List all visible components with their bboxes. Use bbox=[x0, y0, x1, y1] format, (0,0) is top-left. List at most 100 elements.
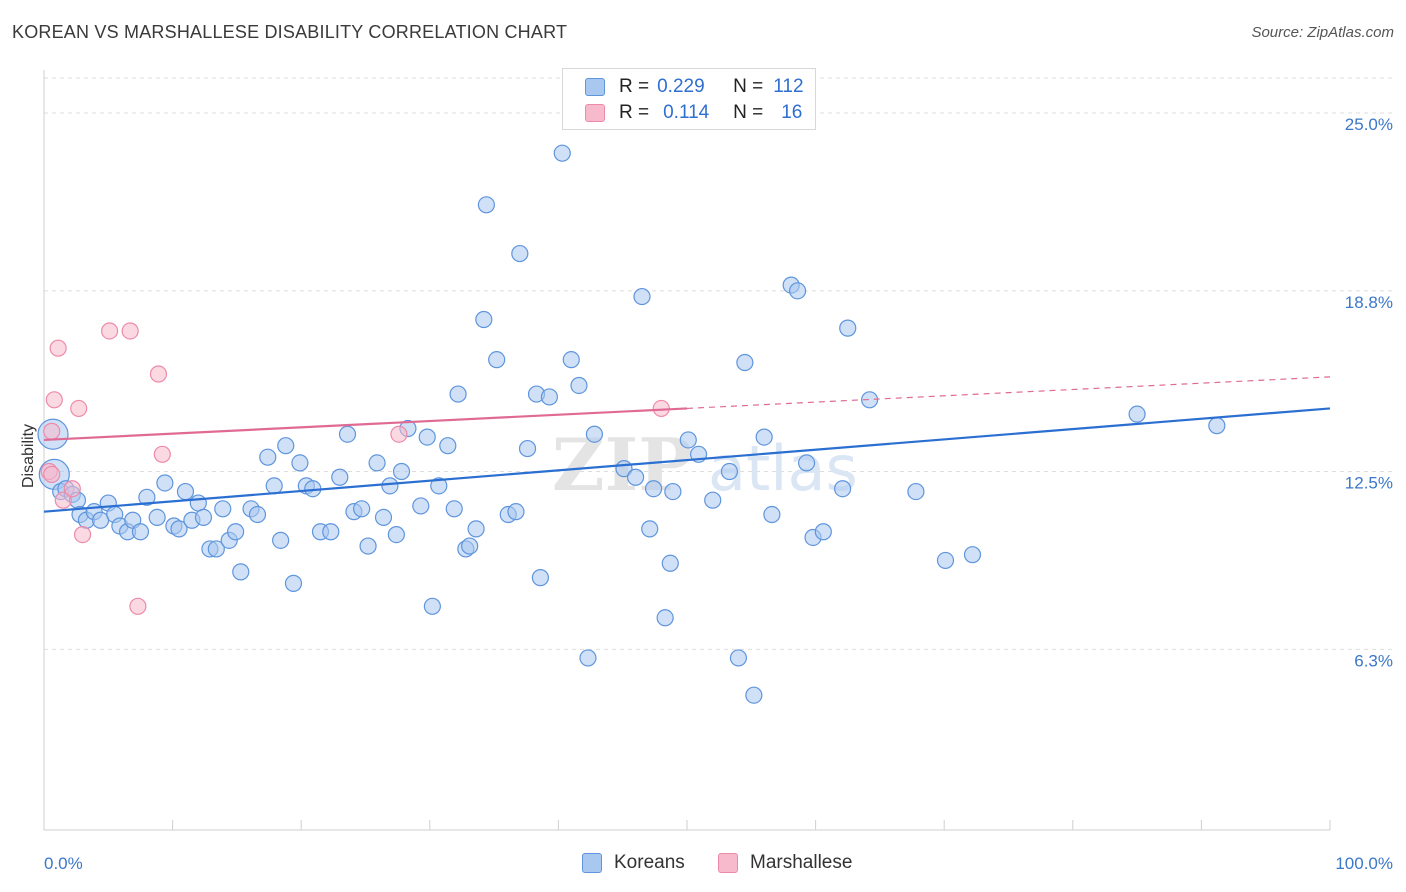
legend-swatch-blue bbox=[585, 78, 605, 96]
point-marshallese bbox=[100, 322, 119, 340]
point-koreans bbox=[679, 431, 697, 449]
source-label: Source: ZipAtlas.com bbox=[1251, 24, 1394, 41]
point-koreans bbox=[374, 508, 393, 526]
grid-lines bbox=[44, 77, 1393, 650]
y-axis-label: Disability bbox=[20, 424, 37, 488]
point-koreans bbox=[745, 686, 763, 704]
point-koreans bbox=[338, 425, 357, 443]
point-koreans bbox=[259, 448, 277, 466]
point-marshallese bbox=[54, 491, 72, 509]
point-marshallese bbox=[121, 322, 139, 340]
point-koreans bbox=[553, 144, 571, 162]
point-koreans bbox=[585, 425, 604, 443]
point-koreans bbox=[156, 474, 174, 492]
x-tick-label-max: 100.0% bbox=[1335, 854, 1393, 873]
legend-n-value: 16 bbox=[781, 102, 803, 123]
point-koreans bbox=[138, 488, 156, 506]
point-koreans bbox=[736, 353, 754, 372]
legend-row-marshallese: R = 0.114 N = 16 bbox=[585, 101, 802, 125]
bottom-legend-swatch-blue bbox=[582, 853, 602, 873]
y-tick-label: 12.5% bbox=[1345, 474, 1393, 493]
trendline-marshallese bbox=[43, 407, 688, 442]
point-koreans bbox=[194, 508, 213, 526]
point-koreans bbox=[430, 477, 448, 495]
point-koreans bbox=[248, 505, 267, 524]
bottom-legend-swatch-pink bbox=[718, 853, 738, 873]
point-marshallese bbox=[45, 391, 63, 409]
x-tick-label-min: 0.0% bbox=[44, 854, 83, 873]
point-koreans bbox=[387, 526, 405, 544]
legend-swatch-pink bbox=[585, 104, 605, 122]
point-koreans bbox=[467, 520, 485, 538]
trend-lines bbox=[43, 376, 1331, 513]
point-koreans bbox=[207, 540, 225, 558]
point-marshallese bbox=[153, 445, 171, 463]
bottom-legend: Koreans Marshallese bbox=[0, 852, 1406, 876]
point-koreans bbox=[511, 244, 529, 263]
point-koreans bbox=[232, 563, 250, 581]
point-koreans bbox=[488, 351, 506, 369]
legend-r-label: R = bbox=[619, 76, 650, 97]
point-koreans bbox=[1208, 417, 1226, 435]
point-koreans bbox=[661, 554, 679, 572]
point-koreans bbox=[562, 351, 580, 369]
point-koreans bbox=[531, 569, 549, 587]
legend-n-label: N = bbox=[733, 102, 764, 123]
point-koreans bbox=[788, 282, 807, 300]
point-koreans bbox=[720, 462, 739, 481]
legend-n-label: N = bbox=[733, 76, 764, 97]
trendline-marshallese-extension bbox=[686, 376, 1331, 410]
y-tick-labels: 6.3% 12.5% 18.8% 25.0% bbox=[1345, 115, 1393, 670]
point-koreans bbox=[272, 531, 290, 549]
point-koreans bbox=[423, 597, 441, 615]
point-koreans bbox=[664, 482, 682, 501]
point-koreans bbox=[861, 391, 879, 409]
legend-r-label: R = bbox=[619, 102, 650, 123]
point-koreans bbox=[477, 196, 495, 214]
point-koreans bbox=[412, 497, 430, 515]
point-koreans bbox=[176, 482, 195, 501]
point-koreans bbox=[284, 574, 303, 592]
point-marshallese bbox=[73, 526, 92, 544]
bottom-legend-label: Koreans bbox=[614, 852, 685, 873]
point-koreans bbox=[277, 437, 295, 455]
y-tick-label: 18.8% bbox=[1345, 293, 1393, 312]
point-koreans bbox=[633, 287, 651, 306]
point-koreans bbox=[936, 551, 955, 570]
point-marshallese bbox=[49, 339, 67, 357]
point-koreans bbox=[755, 428, 773, 446]
point-koreans bbox=[439, 437, 457, 455]
legend: R = 0.229 N = 112 R = 0.114 N = 16 bbox=[562, 68, 816, 130]
point-koreans bbox=[797, 454, 816, 472]
y-tick-label: 25.0% bbox=[1345, 115, 1393, 134]
point-koreans bbox=[445, 500, 463, 518]
point-koreans bbox=[331, 468, 349, 486]
y-tick-label: 6.3% bbox=[1354, 651, 1393, 670]
point-koreans bbox=[227, 523, 245, 541]
point-koreans bbox=[518, 439, 537, 458]
point-koreans bbox=[461, 537, 479, 555]
point-marshallese bbox=[129, 597, 147, 615]
point-koreans bbox=[507, 503, 525, 521]
point-koreans bbox=[834, 480, 852, 498]
bottom-legend-koreans: Koreans bbox=[582, 852, 685, 874]
point-koreans bbox=[170, 520, 188, 538]
point-koreans bbox=[291, 454, 309, 472]
legend-row-koreans: R = 0.229 N = 112 bbox=[585, 75, 804, 99]
point-koreans bbox=[729, 649, 748, 667]
point-koreans bbox=[189, 494, 207, 512]
point-koreans bbox=[322, 523, 340, 541]
point-marshallese bbox=[43, 465, 61, 483]
point-koreans bbox=[839, 319, 857, 337]
x-ticks bbox=[43, 820, 1331, 830]
point-koreans bbox=[704, 491, 722, 509]
point-koreans bbox=[1128, 405, 1146, 423]
point-marshallese bbox=[63, 480, 81, 498]
point-koreans bbox=[641, 520, 659, 538]
point-koreans bbox=[907, 482, 925, 501]
point-koreans bbox=[449, 385, 467, 403]
point-koreans bbox=[353, 500, 371, 518]
point-marshallese bbox=[149, 365, 168, 383]
point-koreans bbox=[644, 480, 663, 498]
